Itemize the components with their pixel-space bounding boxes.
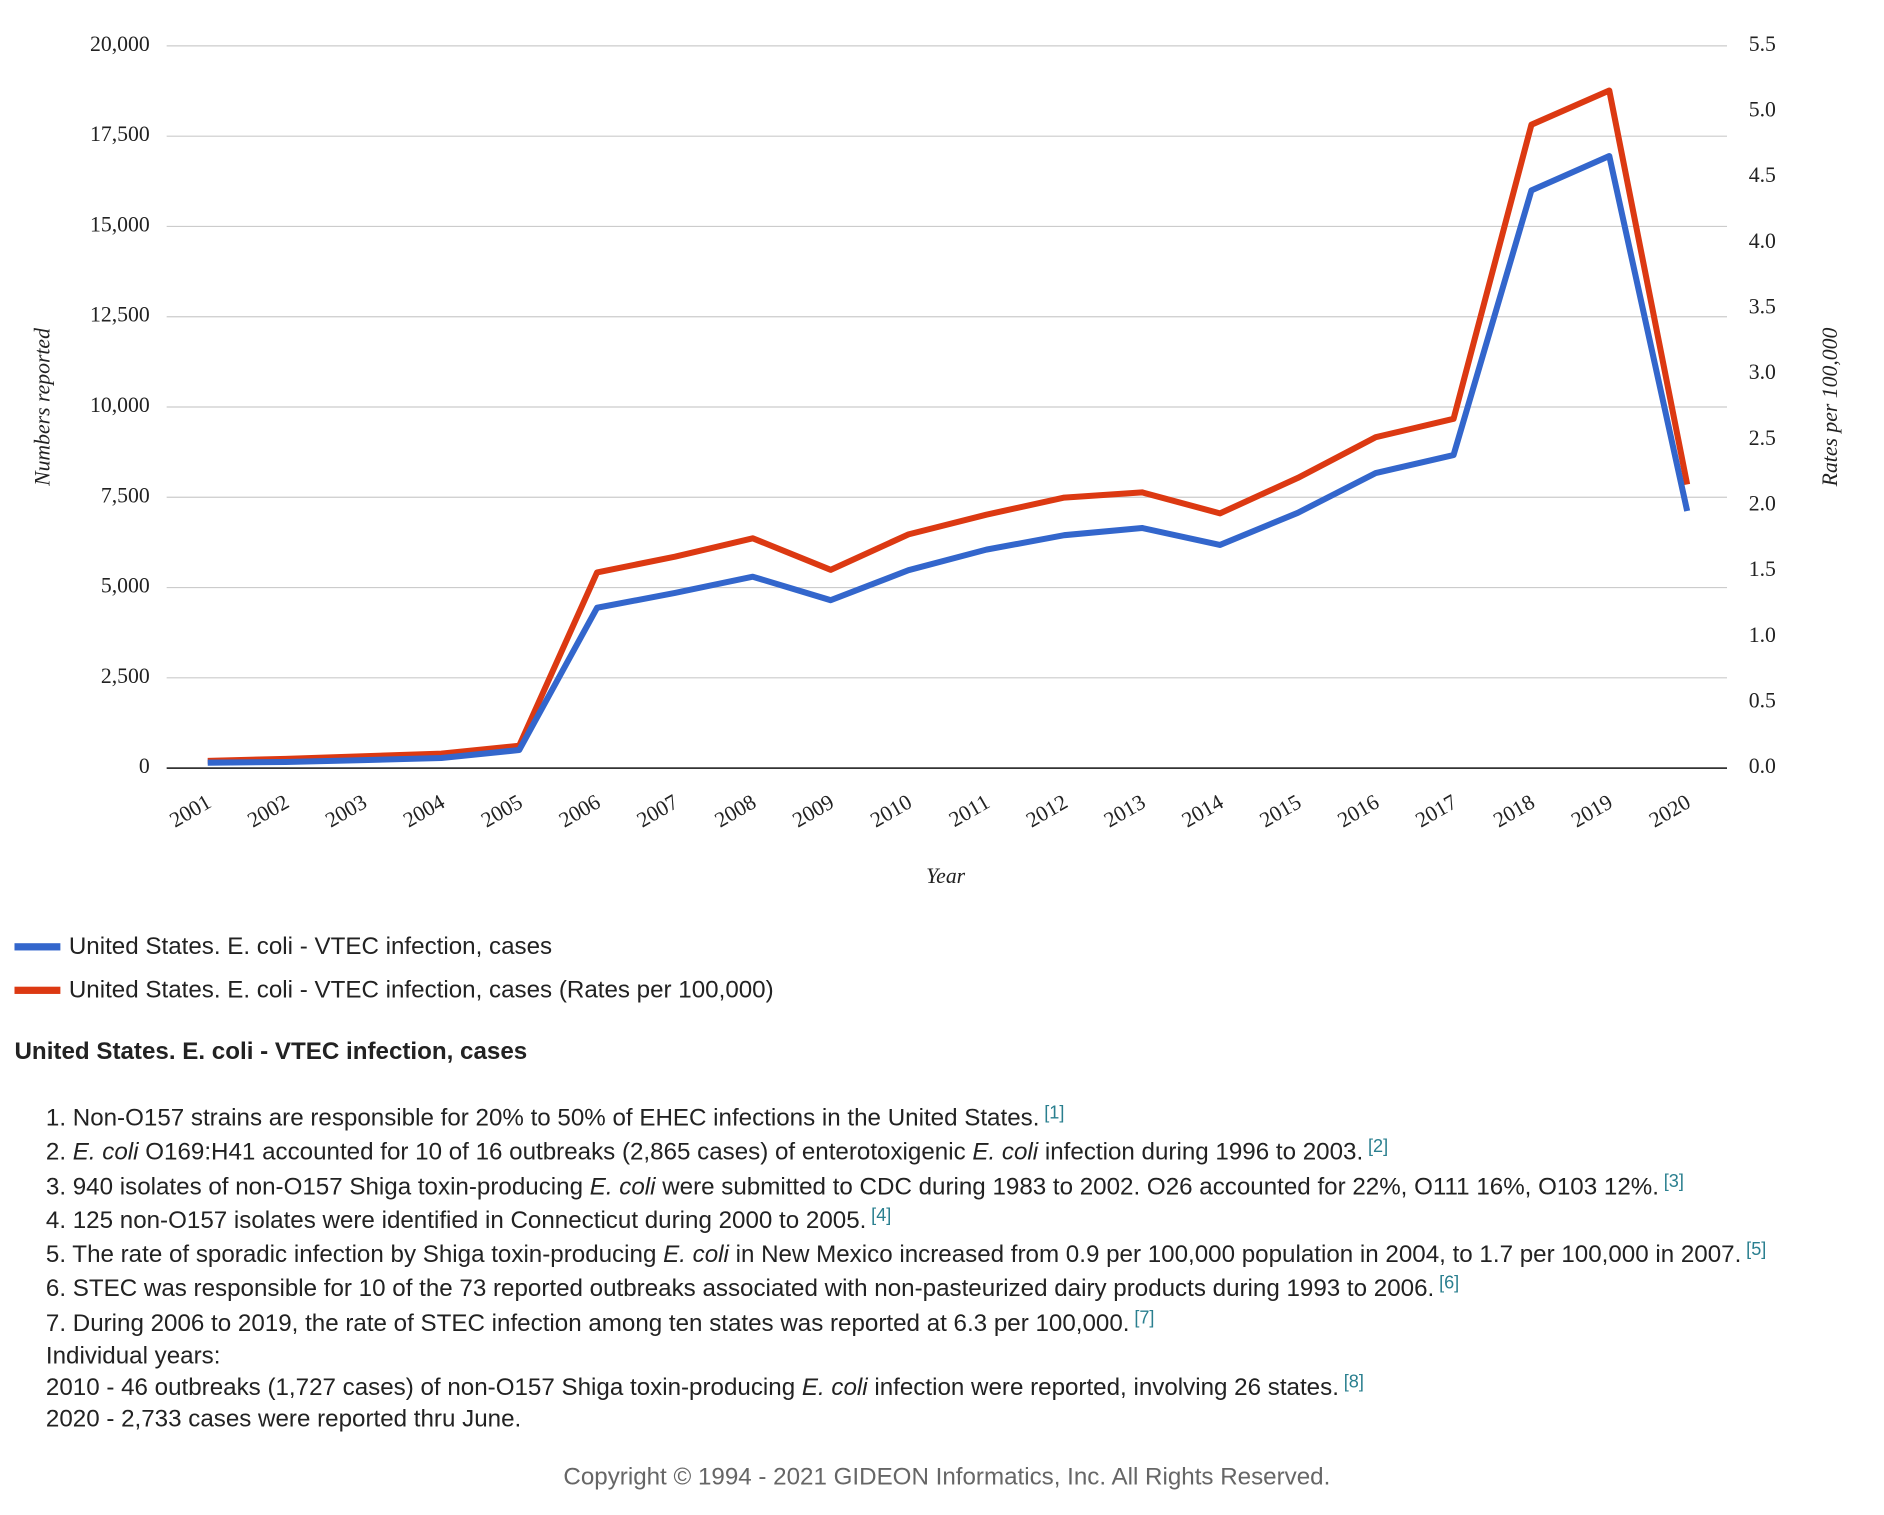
x-tick-label: 2006	[555, 790, 605, 833]
y-tick-label: 15,000	[90, 212, 150, 236]
y2-tick-label: 5.5	[1749, 32, 1776, 56]
y2-tick-label: 1.0	[1749, 623, 1776, 647]
note-text: in New Mexico increased from 0.9 per 100…	[728, 1241, 1742, 1269]
x-tick-label: 2017	[1411, 790, 1461, 833]
y2-axis-label: Rates per 100,000	[1818, 328, 1842, 488]
legend-label: United States. E. coli - VTEC infection,…	[68, 976, 774, 1003]
y-tick-label: 17,500	[90, 122, 150, 146]
note-text: were submitted to CDC during 1983 to 200…	[655, 1173, 1659, 1200]
heading: United States. E. coli - VTEC infection,…	[14, 1038, 528, 1066]
y-tick-label: 10,000	[90, 393, 150, 417]
note-text: 5. The rate of sporadic infection by Shi…	[45, 1241, 664, 1269]
x-axis-label: Year	[926, 864, 966, 888]
note: 3. 940 isolates of non-O157 Shiga toxin-…	[46, 1170, 1766, 1204]
reference-link[interactable]: [1]	[1044, 1102, 1065, 1124]
legend-swatch	[14, 943, 61, 951]
y2-tick-label: 2.0	[1749, 491, 1776, 515]
note-text: 1. Non-O157 strains are responsible for …	[45, 1105, 1040, 1132]
note-text: E. coli	[589, 1173, 656, 1200]
note-text: 2.	[45, 1139, 73, 1166]
years-title: Individual years:	[45, 1343, 221, 1370]
y-tick-label: 5,000	[101, 574, 150, 598]
note: 6. STEC was responsible for 10 of the 73…	[46, 1272, 1766, 1306]
y-tick-label: 2,500	[101, 664, 150, 688]
note: 2010 - 46 outbreaks (1,727 cases) of non…	[46, 1372, 1766, 1403]
reference-link[interactable]: [2]	[1367, 1136, 1389, 1158]
note-text: O169:H41 accounted for 10 of 16 outbreak…	[138, 1139, 973, 1166]
chart: Year Numbers reported Rates per 100,000 …	[31, 32, 1842, 888]
x-tick-label: 2018	[1489, 790, 1539, 833]
reference-link[interactable]: [7]	[1134, 1307, 1155, 1329]
note-text: 6. STEC was responsible for 10 of the 73…	[45, 1275, 1435, 1303]
x-tick-label: 2010	[866, 790, 916, 833]
copyright: Copyright © 1994 - 2021 GIDEON Informati…	[563, 1463, 1331, 1491]
y2-tick-label: 2.5	[1749, 426, 1776, 450]
note: 2020 - 2,733 cases were reported thru Ju…	[46, 1403, 1766, 1434]
y2-tick-label: 0.0	[1749, 754, 1776, 778]
notes: 1. Non-O157 strains are responsible for …	[46, 1101, 1766, 1434]
y-tick-label: 0	[139, 754, 150, 778]
reference-link[interactable]: [3]	[1663, 1170, 1684, 1192]
x-tick-label: 2019	[1567, 790, 1617, 833]
y2-tick-label: 4.5	[1749, 163, 1776, 187]
years: Individual years: 2010 - 46 outbreaks (1,…	[46, 1341, 1766, 1435]
note: 4. 125 non-O157 isolates were identified…	[46, 1204, 1766, 1238]
y-tick-label: 12,500	[90, 303, 150, 327]
note: 7. During 2006 to 2019, the rate of STEC…	[46, 1306, 1766, 1340]
note-text: infection were reported, involving 26 st…	[867, 1374, 1339, 1402]
y2-tick-label: 1.5	[1749, 557, 1776, 581]
x-tick-label: 2014	[1178, 790, 1228, 833]
x-tick-label: 2007	[633, 790, 683, 833]
reference-link[interactable]: [6]	[1439, 1273, 1460, 1295]
x-tick-label: 2016	[1333, 790, 1383, 833]
x-tick-label: 2009	[788, 790, 838, 833]
note-text: 3. 940 isolates of non-O157 Shiga toxin-…	[45, 1173, 590, 1200]
x-tick-label: 2001	[166, 790, 216, 833]
y-tick-label: 7,500	[101, 483, 150, 507]
y2-tick-label: 0.5	[1749, 688, 1776, 712]
y2-tick-label: 3.0	[1749, 360, 1776, 384]
legend-item: United States. E. coli - VTEC infection,…	[14, 925, 773, 968]
reference-link[interactable]: [4]	[871, 1205, 892, 1226]
note-text: 2020 - 2,733 cases were reported thru Ju…	[45, 1405, 522, 1433]
legend-item: United States. E. coli - VTEC infection,…	[14, 969, 774, 1012]
x-tick-label: 2003	[321, 790, 371, 833]
legend-label: United States. E. coli - VTEC infection,…	[68, 932, 553, 960]
note: 5. The rate of sporadic infection by Shi…	[46, 1238, 1766, 1272]
x-tick-label: 2008	[711, 790, 761, 833]
note-text: 4. 125 non-O157 isolates were identified…	[45, 1207, 867, 1235]
x-tick-label: 2004	[399, 790, 449, 833]
y-tick-label: 20,000	[90, 32, 150, 56]
note-text: E. coli	[972, 1139, 1039, 1166]
x-tick-label: 2002	[243, 790, 293, 833]
y-axis-label: Numbers reported	[31, 328, 55, 487]
note-text: infection during 1996 to 2003.	[1038, 1139, 1364, 1166]
x-tick-label: 2013	[1100, 790, 1150, 833]
note-text: 2010 - 46 outbreaks (1,727 cases) of non…	[45, 1374, 802, 1402]
y2-tick-label: 5.0	[1749, 98, 1776, 122]
series-line	[207, 153, 1691, 766]
series-line	[207, 87, 1691, 764]
x-tick-label: 2020	[1645, 790, 1695, 833]
y2-tick-label: 3.5	[1749, 294, 1776, 318]
note-text: E. coli	[663, 1241, 729, 1269]
note-text: E. coli	[72, 1139, 139, 1166]
x-tick-label: 2015	[1256, 790, 1306, 833]
note: 2. E. coli O169:H41 accounted for 10 of …	[46, 1136, 1766, 1170]
note: 1. Non-O157 strains are responsible for …	[46, 1101, 1766, 1135]
x-tick-label: 2011	[945, 790, 994, 832]
reference-link[interactable]: [8]	[1343, 1372, 1364, 1393]
reference-link[interactable]: [5]	[1746, 1239, 1767, 1260]
note-text: E. coli	[801, 1374, 868, 1402]
x-tick-label: 2012	[1022, 790, 1072, 833]
note-text: 7. During 2006 to 2019, the rate of STEC…	[45, 1310, 1130, 1337]
x-tick-label: 2005	[477, 790, 527, 833]
legend: United States. E. coli - VTEC infection,…	[14, 925, 774, 1012]
y2-tick-label: 4.0	[1749, 229, 1776, 253]
legend-swatch	[14, 986, 61, 994]
